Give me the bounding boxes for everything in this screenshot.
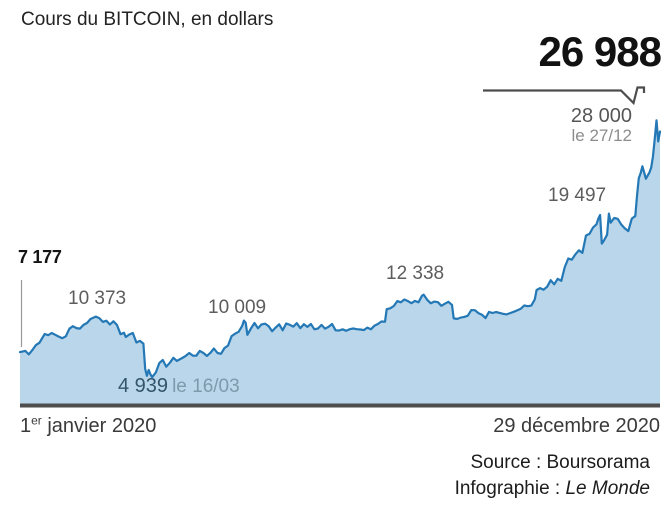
x-axis-start-month-year: janvier 2020: [41, 415, 157, 437]
annotation-december-peak-date: le 27/12: [571, 126, 633, 145]
annotation-december-peak-value: 28 000: [570, 105, 632, 127]
annotation-march-low-date: le 16/03: [172, 376, 240, 397]
annotation-march-low: 4 939 le 16/03: [118, 375, 240, 398]
source-line: Source : Boursorama: [470, 452, 650, 473]
infographie-label: Infographie :: [454, 478, 566, 499]
annotation-february-peak: 10 373: [68, 288, 127, 309]
price-line: [18, 119, 662, 379]
x-axis-start-label: 1er janvier 2020: [20, 413, 157, 438]
annotation-start-value: 7 177: [18, 247, 62, 267]
annotation-december-peak: 28 000 le 27/12: [571, 106, 632, 145]
x-axis-start-day: 1: [20, 415, 32, 437]
annotation-november-peak: 19 497: [548, 185, 607, 206]
price-area: [20, 120, 660, 404]
x-axis-baseline: [20, 403, 660, 408]
annotation-august-peak: 12 338: [386, 263, 445, 284]
x-axis-start-ordinal: er: [31, 413, 42, 428]
latest-value-pointer-line: [483, 86, 646, 106]
x-axis-end-label: 29 décembre 2020: [493, 415, 660, 437]
chart-title: Cours du BITCOIN, en dollars: [21, 9, 274, 30]
credits-block: Source : Boursorama Infographie : Le Mon…: [455, 450, 650, 502]
infographie-publisher: Le Monde: [565, 478, 650, 499]
annotation-march-low-value: 4 939: [118, 375, 169, 397]
annotation-may-peak: 10 009: [208, 297, 267, 318]
infographie-line: Infographie : Le Monde: [455, 476, 650, 502]
latest-value-callout: 26 988: [538, 28, 662, 75]
